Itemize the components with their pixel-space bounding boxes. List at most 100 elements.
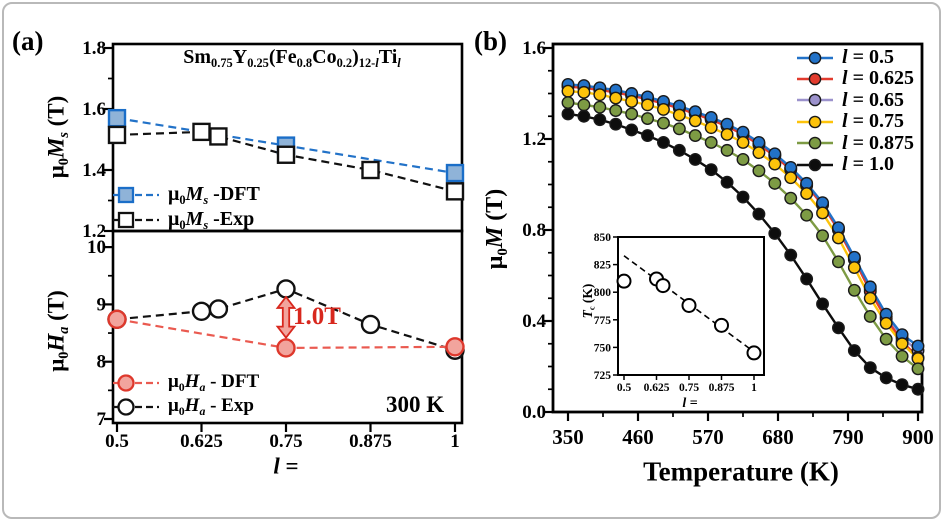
series-marker-l = 1.0 <box>593 113 607 127</box>
series-marker-l = 0.875 <box>784 191 798 205</box>
inset-data-point <box>714 317 729 333</box>
inset-xtick-label: 1 <box>751 382 757 394</box>
series-marker-μ0Ms -DFT <box>107 108 127 128</box>
anisotropy-gap-annotation: 1.0T <box>293 303 341 330</box>
inset-x-axis-label: l = <box>682 396 698 411</box>
circle-legend-marker-icon <box>808 136 822 150</box>
series-marker-μ0Ha - Exp <box>360 314 381 335</box>
legend-item-0ms-dft-label: μ0Ms -DFT <box>168 182 260 207</box>
series-marker-l = 1.0 <box>577 109 591 123</box>
series-marker-l = 0.75 <box>561 84 575 98</box>
a-bottom-ytick-label: 10 <box>87 237 106 258</box>
inset-ytick-label: 800 <box>594 287 612 299</box>
b-xtick-label: 460 <box>622 425 654 449</box>
inset-ytick-label: 850 <box>594 232 612 244</box>
series-marker-l = 1.0 <box>561 107 575 121</box>
series-marker-l = 0.875 <box>720 143 734 157</box>
inset-ytick-label: 775 <box>594 315 612 327</box>
series-marker-μ0Ms -Exp <box>361 160 380 180</box>
inset-y-axis-label: Tc (K) <box>579 283 597 319</box>
series-marker-l = 0.75 <box>879 316 893 330</box>
series-marker-μ0Ha - Exp <box>276 279 296 299</box>
series-marker-l = 1.0 <box>768 226 782 240</box>
series-marker-μ0Ms -Exp <box>276 145 296 164</box>
series-marker-l = 1.0 <box>641 129 654 143</box>
series-marker-l = 0.875 <box>911 362 925 376</box>
series-marker-μ0Ha - Exp <box>208 299 229 319</box>
series-marker-l = 0.75 <box>816 206 829 220</box>
series-marker-l = 1.0 <box>800 272 814 286</box>
series-marker-l = 0.875 <box>704 135 718 149</box>
series-marker-l = 0.75 <box>895 337 909 351</box>
b-xtick-label: 350 <box>552 425 584 449</box>
series-marker-l = 0.875 <box>800 208 814 222</box>
series-marker-l = 0.875 <box>863 310 877 323</box>
series-marker-l = 0.75 <box>672 108 686 122</box>
b-ytick-label: 1.2 <box>522 129 546 150</box>
a-xtick-label: 0.625 <box>180 431 223 452</box>
panel-a-title: Sm0.75Y0.25(Fe0.8Co0.2)12-lTil <box>183 45 401 70</box>
series-marker-l = 1.0 <box>736 190 750 204</box>
series-marker-l = 0.75 <box>688 114 702 128</box>
inset-ytick-label: 725 <box>594 370 612 382</box>
legend-item-l-0.875-label: l = 0.875 <box>842 131 914 154</box>
square-legend-marker-icon <box>117 211 135 229</box>
a-xtick-label: 0.875 <box>349 431 392 452</box>
series-marker-μ0Ha - DFT <box>107 309 127 329</box>
series-marker-l = 0.875 <box>577 98 591 112</box>
b-ytick-label: 0.8 <box>522 220 546 241</box>
series-marker-l = 1.0 <box>847 344 861 358</box>
b-ytick-label: 1.6 <box>522 38 546 59</box>
b-xtick-label: 790 <box>832 425 864 449</box>
series-marker-l = 0.75 <box>593 88 607 102</box>
legend-item-0ha-dft-label: μ0Ha - DFT <box>168 371 260 394</box>
series-marker-l = 0.75 <box>800 187 814 201</box>
series-marker-l = 0.875 <box>593 100 607 114</box>
series-marker-l = 0.875 <box>736 153 750 166</box>
legend-item-l-0.75-label: l = 0.75 <box>842 110 904 133</box>
series-marker-l = 0.5 <box>911 339 925 353</box>
b-y-axis-label: μ0M (T) <box>482 188 511 270</box>
circle-legend-marker-icon <box>117 374 135 392</box>
series-marker-l = 0.75 <box>752 146 766 160</box>
series-marker-l = 0.875 <box>609 104 623 118</box>
series-marker-l = 0.75 <box>863 291 877 305</box>
legend-item-l-0.65: l = 0.65 <box>797 89 904 111</box>
b-xtick-label: 680 <box>762 425 794 449</box>
series-marker-l = 1.0 <box>863 361 877 375</box>
series-marker-l = 0.875 <box>752 164 766 178</box>
double-arrow-annotation <box>275 295 297 340</box>
legend-item-l-0.5: l = 0.5 <box>797 46 894 68</box>
series-marker-l = 1.0 <box>688 153 702 166</box>
series-marker-μ0Ha - Exp <box>191 301 212 321</box>
a-xtick-label: 1 <box>450 431 460 452</box>
a-top-ytick-label: 1.2 <box>82 221 106 242</box>
inset-data-point <box>616 273 632 289</box>
series-marker-l = 0.75 <box>832 231 845 245</box>
series-marker-l = 1.0 <box>784 248 798 262</box>
series-marker-l = 0.875 <box>641 112 654 125</box>
series-marker-l = 1.0 <box>704 163 718 177</box>
legend-item-l-1.0-label: l = 1.0 <box>842 153 894 175</box>
series-line-μ0Ms -Exp <box>116 130 456 193</box>
series-marker-l = 1.0 <box>879 371 893 385</box>
series-marker-l = 1.0 <box>895 378 909 392</box>
legend-item-0ms-exp: μ0Ms -Exp <box>113 208 254 231</box>
a-top-ytick-label: 1.8 <box>82 38 106 59</box>
circle-legend-marker-icon <box>117 398 135 416</box>
series-marker-l = 1.0 <box>609 117 623 131</box>
series-marker-l = 1.0 <box>752 207 766 221</box>
series-marker-l = 0.875 <box>657 116 670 130</box>
inset-data-point <box>655 278 671 294</box>
inset-data-point <box>681 297 697 313</box>
inset-ytick-label: 750 <box>594 342 612 354</box>
series-marker-l = 1.0 <box>911 382 925 396</box>
series-marker-μ0Ms -Exp <box>192 122 211 142</box>
panel-b-label: (b) <box>474 26 507 56</box>
circle-legend-marker-icon <box>808 93 822 107</box>
series-marker-l = 1.0 <box>672 143 686 157</box>
series-marker-l = 1.0 <box>832 321 845 335</box>
series-marker-l = 0.75 <box>625 95 639 108</box>
series-marker-μ0Ms -Exp <box>445 182 465 201</box>
inset-ytick-label: 825 <box>594 260 612 272</box>
